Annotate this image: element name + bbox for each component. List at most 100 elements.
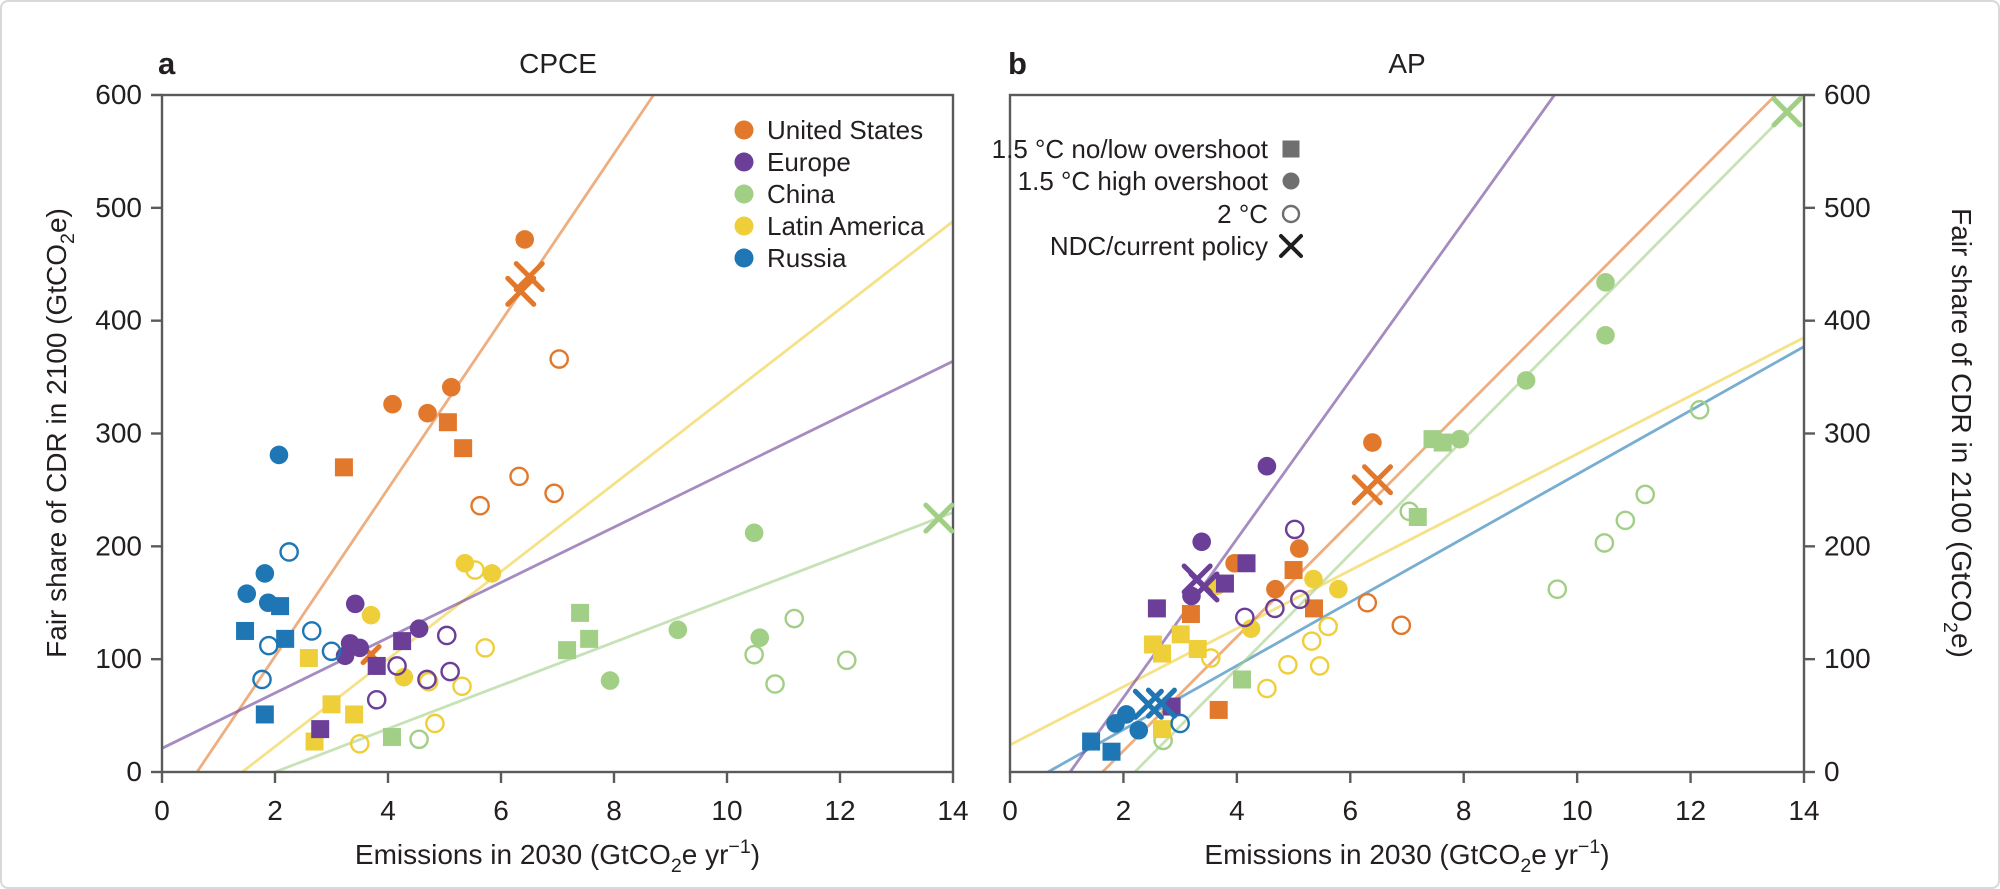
trend-line-latin_america (241, 220, 954, 774)
point-open-china (1689, 400, 1710, 420)
point-circle-russia (237, 584, 257, 604)
point-open-europe (387, 656, 407, 676)
point-square-latin_america (1171, 625, 1190, 644)
y-tick-label: 600 (95, 79, 142, 110)
trend-line-europe (1068, 94, 1556, 773)
point-square-europe (367, 656, 386, 675)
point-x-china (923, 502, 955, 534)
point-open-china (1547, 579, 1568, 600)
point-open-china (1635, 484, 1655, 505)
x-tick-label: 2 (267, 795, 283, 826)
point-open-russia (252, 669, 272, 690)
trend-line-europe (161, 360, 954, 750)
point-square-united_states (1284, 561, 1303, 580)
point-x-united_states (513, 261, 545, 293)
point-open-europe (1290, 589, 1310, 610)
point-circle-china (600, 671, 620, 690)
point-square-latin_america (1188, 640, 1207, 659)
point-square-latin_america (299, 649, 318, 668)
panel-a-letter: a (158, 46, 176, 81)
point-open-united_states (509, 466, 529, 487)
point-square-united_states (1304, 599, 1323, 618)
point-x-russia (1145, 687, 1177, 719)
y-tick-label: 100 (1824, 643, 1871, 674)
x-tick-label: 0 (154, 795, 170, 826)
point-circle-china (744, 523, 764, 543)
trend-line-china (1133, 94, 1805, 773)
y-tick-label: 200 (1824, 530, 1871, 561)
point-circle-latin_america (1241, 619, 1261, 639)
legend-square-icon (1282, 140, 1300, 158)
point-square-china (382, 728, 401, 747)
x-tick-label: 8 (1456, 795, 1472, 826)
x-tick-label: 0 (1002, 795, 1018, 826)
point-x-europe (1188, 571, 1220, 603)
point-square-united_states (1209, 700, 1228, 719)
x-tick-label: 6 (1342, 795, 1358, 826)
point-open-latin_america (1278, 655, 1298, 675)
y-tick-label: 500 (95, 192, 142, 223)
legend-marker-label-3: NDC/current policy (1050, 231, 1268, 261)
x-tick-label: 8 (606, 795, 622, 826)
point-open-united_states (470, 495, 490, 516)
point-open-china (409, 729, 429, 750)
legend-region-dot-europe (734, 152, 754, 172)
point-circle-russia (269, 445, 289, 465)
point-circle-united_states (441, 377, 461, 397)
y-tick-label: 0 (1824, 756, 1840, 787)
x-axis-title: Emissions in 2030 (GtCO2e yr−1) (355, 836, 760, 877)
point-open-united_states (544, 483, 564, 504)
point-circle-china (1450, 429, 1470, 449)
y-axis-title: Fair share of CDR in 2100 (GtCO2e) (41, 208, 79, 658)
y-tick-label: 300 (1824, 418, 1871, 449)
y-tick-label: 200 (95, 530, 142, 561)
point-square-russia (255, 705, 274, 724)
point-circle-russia (258, 593, 278, 613)
legend-region-dot-china (734, 184, 754, 204)
point-open-latin_america (418, 671, 439, 692)
point-square-united_states (438, 413, 457, 432)
point-square-united_states (1181, 605, 1200, 624)
point-open-europe (1284, 519, 1305, 540)
point-square-russia (1082, 732, 1101, 751)
point-circle-united_states (383, 394, 402, 414)
point-open-united_states (549, 349, 569, 369)
x-tick-label: 4 (380, 795, 396, 826)
point-square-latin_america (1152, 720, 1171, 739)
point-circle-latin_america (1304, 569, 1323, 589)
point-circle-russia (255, 564, 275, 583)
point-open-europe (1265, 598, 1285, 619)
point-circle-europe (345, 594, 365, 614)
point-x-united_states (1351, 474, 1383, 506)
point-open-united_states (1357, 592, 1378, 613)
legend-region-label-europe: Europe (767, 147, 851, 177)
point-open-latin_america (452, 676, 472, 697)
point-square-china (1232, 670, 1251, 689)
y-tick-label: 0 (126, 756, 142, 787)
point-circle-europe (409, 619, 429, 639)
point-circle-united_states (418, 403, 437, 423)
point-circle-latin_america (361, 605, 381, 625)
point-open-russia (279, 542, 299, 562)
point-open-russia (258, 635, 279, 656)
point-circle-china (1516, 371, 1536, 390)
point-open-china (744, 644, 764, 665)
point-open-latin_america (425, 713, 445, 734)
legend-region-label-russia: Russia (767, 243, 847, 273)
point-square-europe (1147, 599, 1166, 618)
point-open-europe (1234, 607, 1255, 628)
y-tick-label: 500 (1824, 192, 1871, 223)
point-open-latin_america (475, 638, 495, 658)
point-square-china (558, 641, 577, 660)
point-open-europe (366, 689, 387, 710)
panel-b-letter: b (1008, 46, 1027, 81)
point-square-latin_america (322, 695, 341, 714)
point-open-russia (301, 621, 322, 641)
legend-marker-label-1: 1.5 °C high overshoot (1018, 166, 1269, 196)
legend-region-dot-united_states (734, 120, 754, 140)
point-circle-europe (1257, 456, 1277, 476)
legend-region-label-united_states: United States (767, 115, 923, 145)
x-tick-label: 10 (711, 795, 742, 826)
